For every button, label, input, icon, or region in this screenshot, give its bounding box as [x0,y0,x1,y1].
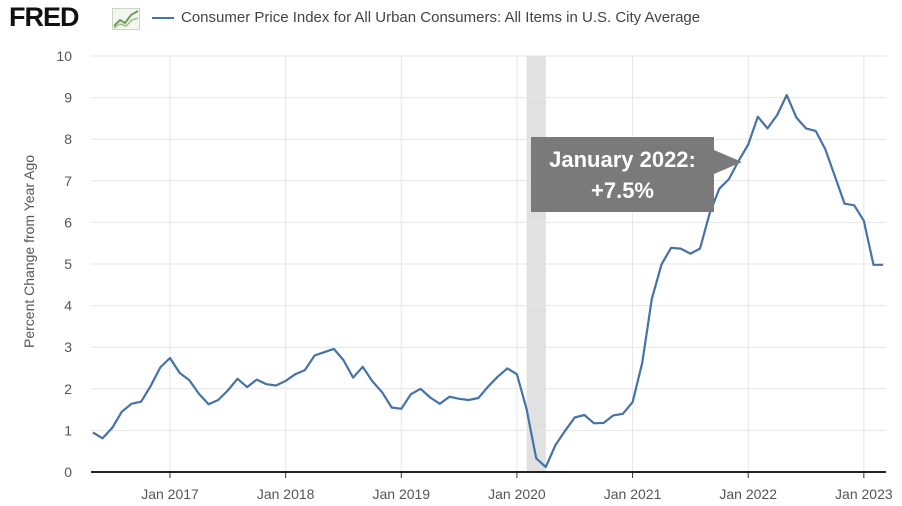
y-tick-label: 8 [64,131,72,147]
y-tick-label: 4 [64,298,72,314]
annotation-line1: January 2022: [549,146,696,172]
y-tick-label: 1 [64,422,72,438]
annotation-line2: +7.5% [591,177,654,203]
y-tick-label: 7 [64,173,72,189]
y-tick-label: 0 [64,464,72,480]
legend: Consumer Price Index for All Urban Consu… [152,9,700,26]
cpi-series-line[interactable] [92,93,884,469]
x-tick-label: Jan 2019 [372,486,430,502]
x-tick-label: Jan 2020 [488,486,546,502]
x-tick-label: Jan 2023 [835,486,893,502]
legend-label[interactable]: Consumer Price Index for All Urban Consu… [181,9,701,26]
y-tick-label: 5 [64,256,72,272]
annotation-callout: January 2022: +7.5% [531,137,714,212]
x-tick-label: Jan 2021 [604,486,662,502]
fred-logo[interactable]: FRED [9,2,79,32]
y-tick-label: 10 [56,48,72,64]
y-tick-label: 3 [64,339,72,355]
y-tick-label: 6 [64,214,72,230]
x-tick-label: Jan 2022 [719,486,777,502]
x-tick-label: Jan 2018 [257,486,315,502]
y-tick-label: 2 [64,381,72,397]
line-chart-icon [112,8,140,30]
header: FRED Consumer Price Index for All Urban … [0,0,902,38]
x-tick-label: Jan 2017 [141,486,199,502]
annotation-arrow [714,150,742,174]
legend-swatch [152,16,174,19]
y-tick-label: 9 [64,90,72,106]
